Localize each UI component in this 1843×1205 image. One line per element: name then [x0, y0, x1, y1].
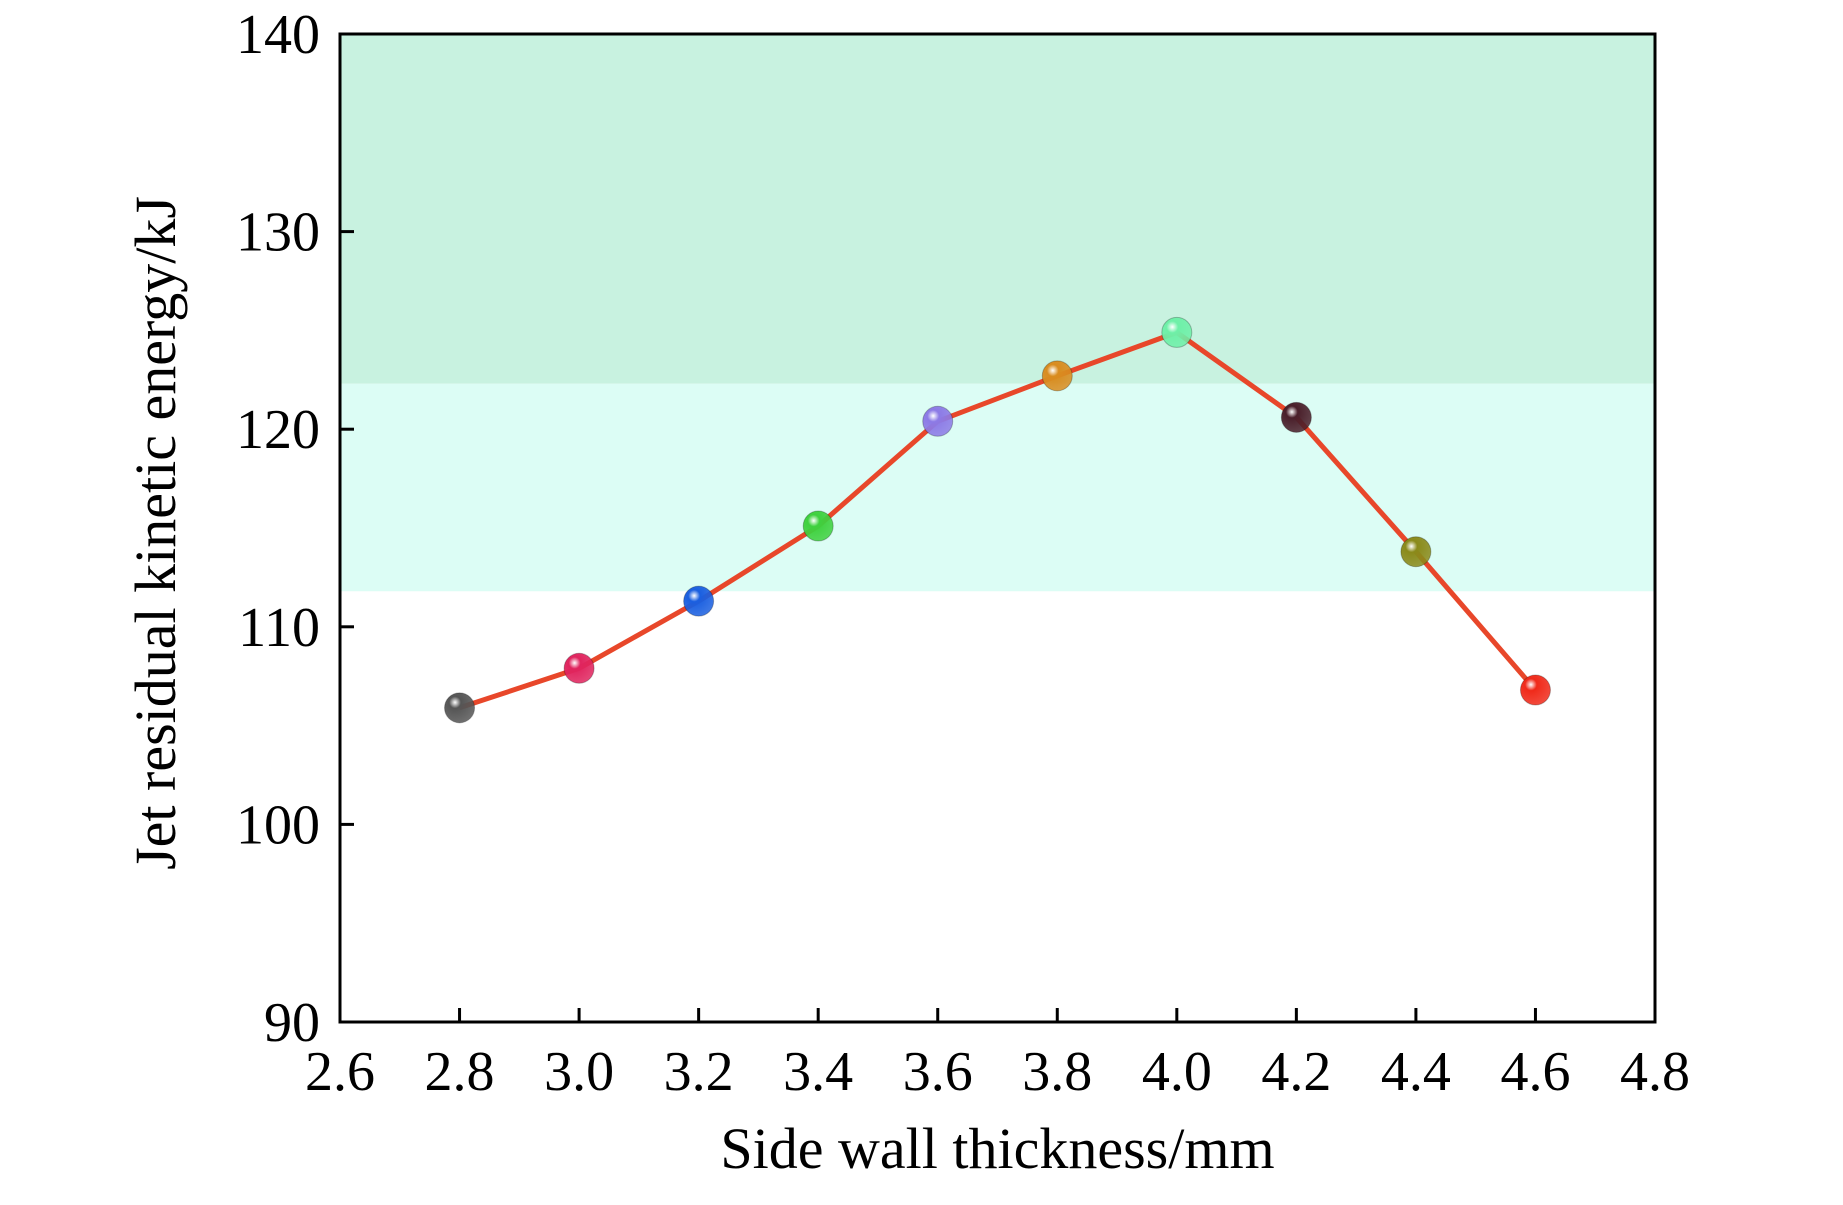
x-axis-title: Side wall thickness/mm [720, 1116, 1274, 1181]
y-tick-label: 90 [264, 992, 320, 1054]
x-tick-label: 3.8 [1022, 1041, 1092, 1103]
y-tick-label: 130 [236, 202, 320, 264]
x-tick-label: 4.4 [1381, 1041, 1451, 1103]
data-point [563, 652, 595, 684]
data-point [1280, 401, 1312, 433]
x-tick-label: 2.6 [305, 1041, 375, 1103]
x-tick-label: 4.2 [1261, 1041, 1331, 1103]
data-point [683, 585, 715, 617]
x-tick-label: 3.0 [544, 1041, 614, 1103]
x-tick-label: 3.2 [664, 1041, 734, 1103]
x-tick-label: 4.6 [1500, 1041, 1570, 1103]
y-tick-label: 100 [236, 794, 320, 856]
data-point [922, 405, 954, 437]
y-tick-label: 110 [238, 597, 320, 659]
data-point [802, 510, 834, 542]
background-band-1 [340, 383, 1655, 592]
plot-frame [338, 32, 1657, 1024]
y-tick-labels: 90 100 110 120 130 140 [236, 4, 320, 1054]
x-tick-label: 4.8 [1620, 1041, 1690, 1103]
data-point [1519, 674, 1551, 706]
x-tick-label: 2.8 [425, 1041, 495, 1103]
y-tick-label: 140 [236, 4, 320, 66]
x-tick-label: 3.6 [903, 1041, 973, 1103]
data-points [444, 316, 1551, 724]
data-point [1400, 536, 1432, 568]
x-tick-labels: 2.6 2.8 3.0 3.2 3.4 3.6 3.8 4.0 4.2 4.4 4.6 4.8 [305, 1041, 1690, 1103]
data-point [1041, 360, 1073, 392]
x-tick-label: 3.4 [783, 1041, 853, 1103]
x-tick-label: 4.0 [1142, 1041, 1212, 1103]
data-point [1161, 316, 1193, 348]
y-tick-label: 120 [236, 399, 320, 461]
data-point [444, 692, 476, 724]
series-line [458, 329, 1538, 711]
y-axis-title: Jet residual kinetic energy/kJ [123, 196, 188, 870]
background-band-0 [340, 34, 1655, 384]
background-bands [340, 34, 1655, 592]
